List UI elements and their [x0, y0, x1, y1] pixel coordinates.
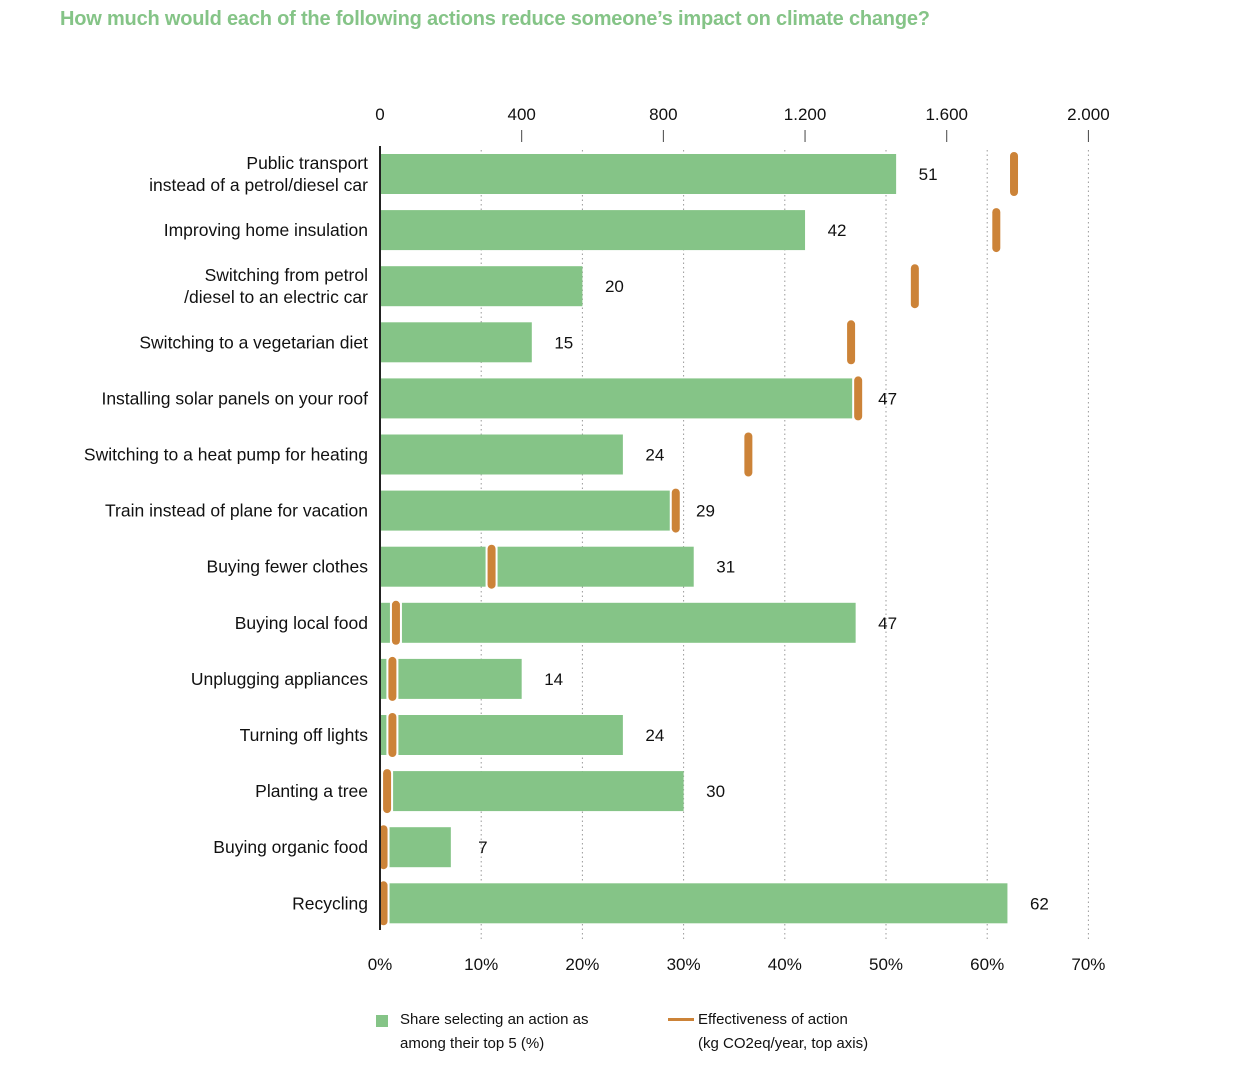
legend-bar: Share selecting an action as among their…: [400, 1008, 588, 1056]
bottom-axis-tick-label: 40%: [768, 955, 802, 974]
effectiveness-marker: [379, 881, 388, 926]
category-label: Planting a tree: [255, 781, 368, 801]
data-label: 24: [645, 446, 664, 465]
effectiveness-marker: [671, 488, 680, 533]
bar: [380, 658, 522, 699]
category-label: Public transport: [246, 153, 368, 173]
effectiveness-marker: [992, 208, 1001, 253]
bottom-axis-tick-label: 50%: [869, 955, 903, 974]
bar: [380, 322, 532, 363]
legend-bar-line1: Share selecting an action as: [400, 1011, 589, 1028]
legend-marker-line1: Effectiveness of action: [698, 1011, 848, 1028]
effectiveness-marker: [910, 264, 919, 309]
data-label: 24: [645, 726, 664, 745]
effectiveness-marker: [744, 432, 753, 477]
data-label: 31: [716, 558, 735, 577]
category-label: Improving home insulation: [164, 220, 368, 240]
effectiveness-marker: [854, 376, 863, 421]
bottom-axis-tick-label: 10%: [464, 955, 498, 974]
bar: [380, 490, 674, 531]
category-label: Installing solar panels on your roof: [101, 388, 368, 408]
effectiveness-marker: [487, 544, 496, 589]
data-label: 7: [478, 838, 487, 857]
bottom-axis-tick-label: 20%: [565, 955, 599, 974]
data-label: 20: [605, 277, 624, 296]
legend-bar-line2: among their top 5 (%): [400, 1035, 545, 1052]
top-axis-tick-label: 0: [375, 105, 384, 124]
bar: [380, 434, 623, 475]
data-label: 14: [544, 670, 563, 689]
bottom-axis-tick-label: 0%: [368, 955, 393, 974]
category-label: Switching from petrol: [205, 265, 368, 285]
top-axis-tick-label: 400: [507, 105, 535, 124]
data-label: 42: [828, 221, 847, 240]
effectiveness-marker: [1010, 152, 1019, 196]
bar: [380, 771, 684, 812]
data-label: 47: [878, 614, 897, 633]
bottom-axis-tick-label: 60%: [970, 955, 1004, 974]
category-label: instead of a petrol/diesel car: [149, 175, 368, 195]
bar: [380, 715, 623, 755]
bar: [380, 546, 694, 587]
bar: [380, 883, 1008, 924]
top-axis-tick-label: 1.200: [784, 105, 827, 124]
top-axis-tick-label: 800: [649, 105, 677, 124]
bar: [380, 378, 856, 419]
effectiveness-marker: [388, 713, 397, 757]
bar: [380, 827, 451, 868]
legend-marker-line2: (kg CO2eq/year, top axis): [698, 1035, 869, 1052]
effectiveness-marker: [379, 825, 388, 870]
data-label: 47: [878, 389, 897, 408]
legend-swatch-marker: [668, 1018, 694, 1021]
effectiveness-marker: [847, 320, 856, 365]
data-label: 30: [706, 782, 725, 801]
effectiveness-marker: [383, 769, 392, 814]
data-label: 51: [919, 165, 938, 184]
category-label: Buying fewer clothes: [207, 557, 369, 577]
bottom-axis-tick-label: 70%: [1071, 955, 1105, 974]
category-label: Train instead of plane for vacation: [105, 501, 368, 521]
chart-title: How much would each of the following act…: [60, 8, 930, 30]
bar: [380, 266, 583, 307]
category-label: Turning off lights: [240, 725, 369, 745]
effectiveness-marker: [388, 656, 397, 701]
bar: [380, 602, 856, 643]
category-label: Switching to a heat pump for heating: [84, 445, 368, 465]
category-label: /diesel to an electric car: [184, 287, 368, 307]
bar: [380, 154, 897, 194]
bar: [380, 210, 806, 251]
category-label: Switching to a vegetarian diet: [139, 332, 368, 352]
data-label: 62: [1030, 894, 1049, 913]
category-label: Buying organic food: [213, 837, 368, 857]
data-label: 15: [554, 333, 573, 352]
category-label: Buying local food: [235, 613, 368, 633]
top-axis-tick-label: 1.600: [925, 105, 968, 124]
effectiveness-marker: [391, 600, 400, 645]
data-label: 29: [696, 502, 715, 521]
category-label: Unplugging appliances: [191, 669, 368, 689]
bottom-axis-tick-label: 30%: [667, 955, 701, 974]
legend-swatch-bar: [376, 1015, 388, 1027]
top-axis-tick-label: 2.000: [1067, 105, 1110, 124]
legend-marker: Effectiveness of action (kg CO2eq/year, …: [698, 1008, 868, 1056]
category-label: Recycling: [292, 893, 368, 913]
